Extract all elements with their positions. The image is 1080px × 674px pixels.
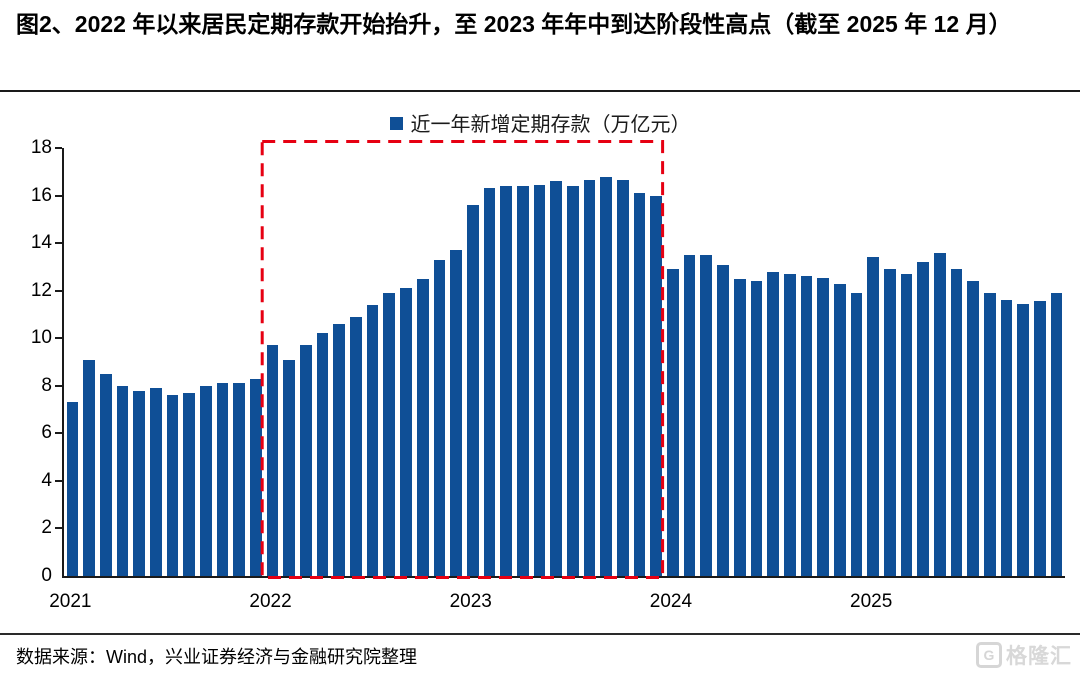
x-label-2024: 2024 bbox=[649, 591, 693, 612]
y-label-2: 2 bbox=[41, 517, 52, 539]
y-label-0: 0 bbox=[41, 565, 52, 586]
y-tick-18 bbox=[55, 147, 62, 149]
y-label-16: 16 bbox=[30, 184, 52, 206]
bar-2024-03 bbox=[700, 255, 713, 576]
bar-2022-06 bbox=[350, 316, 362, 576]
y-tick-14 bbox=[55, 242, 62, 245]
bar-2025-12 bbox=[1050, 293, 1063, 576]
bar-2022-12 bbox=[450, 250, 462, 576]
bar-2023-02 bbox=[483, 188, 496, 576]
bar-2024-12 bbox=[850, 293, 863, 576]
y-tick-10 bbox=[55, 337, 62, 340]
bar-2025-10 bbox=[1017, 303, 1030, 576]
bar-2025-07 bbox=[967, 281, 980, 576]
x-label-2021: 2021 bbox=[49, 591, 92, 612]
bar-2023-07 bbox=[567, 186, 579, 576]
y-label-8: 8 bbox=[41, 374, 52, 396]
bar-2021-02 bbox=[83, 359, 95, 576]
bar-2023-05 bbox=[533, 184, 546, 576]
y-tick-16 bbox=[55, 194, 62, 197]
bar-2022-07 bbox=[366, 304, 379, 576]
bar-2021-06 bbox=[149, 388, 162, 576]
y-tick-4 bbox=[55, 479, 62, 482]
bar-2021-10 bbox=[216, 383, 229, 576]
y-tick-12 bbox=[55, 289, 62, 292]
bar-2025-03 bbox=[900, 274, 913, 576]
bar-2023-01 bbox=[466, 205, 479, 576]
source-text: 数据来源：Wind，兴业证券经济与金融研究院整理 bbox=[16, 647, 418, 667]
bar-2023-12 bbox=[650, 195, 663, 576]
bar-2022-04 bbox=[316, 333, 329, 576]
bar-2023-04 bbox=[516, 186, 529, 576]
bar-2021-05 bbox=[133, 390, 145, 576]
x-label-2025: 2025 bbox=[850, 591, 893, 612]
bar-2025-04 bbox=[917, 262, 930, 576]
bar-2025-11 bbox=[1034, 301, 1046, 576]
bar-2024-02 bbox=[683, 255, 696, 576]
bar-2021-01 bbox=[66, 402, 79, 576]
bar-2021-09 bbox=[199, 385, 212, 576]
y-tick-2 bbox=[55, 527, 62, 530]
gelonghui-g-icon: G bbox=[976, 642, 1002, 668]
y-label-12: 12 bbox=[30, 279, 52, 301]
bar-2025-06 bbox=[950, 269, 963, 576]
bar-2022-10 bbox=[416, 278, 429, 576]
bar-2024-01 bbox=[667, 269, 679, 576]
bar-2022-05 bbox=[333, 323, 346, 576]
bar-2021-03 bbox=[99, 373, 112, 576]
bar-2022-08 bbox=[383, 293, 396, 576]
bar-2024-04 bbox=[717, 264, 729, 576]
gelonghui-logo: G 格隆汇 bbox=[976, 640, 1072, 670]
y-label-6: 6 bbox=[41, 422, 52, 444]
bar-2025-09 bbox=[1000, 300, 1013, 576]
footer-divider bbox=[0, 633, 1080, 635]
legend-swatch-icon bbox=[389, 116, 403, 130]
title-divider bbox=[0, 90, 1080, 92]
bar-2022-09 bbox=[400, 288, 412, 576]
bar-2024-08 bbox=[783, 274, 796, 576]
bar-2021-11 bbox=[233, 383, 245, 576]
figure-title: 图2、2022 年以来居民定期存款开始抬升，至 2023 年年中到达阶段性高点（… bbox=[16, 11, 1012, 37]
chart-legend: 近一年新增定期存款（万亿元） bbox=[0, 109, 1080, 136]
bar-2023-10 bbox=[617, 180, 629, 576]
bar-2024-11 bbox=[833, 283, 846, 576]
bar-2025-05 bbox=[934, 252, 946, 576]
bar-2021-12 bbox=[250, 378, 262, 576]
bar-2022-03 bbox=[300, 345, 312, 576]
bar-2023-03 bbox=[500, 186, 512, 576]
bar-2022-01 bbox=[266, 345, 279, 576]
y-tick-6 bbox=[55, 432, 62, 435]
bar-2022-02 bbox=[283, 359, 296, 576]
bar-2021-08 bbox=[183, 392, 195, 576]
bar-2024-05 bbox=[733, 278, 746, 576]
bar-2025-08 bbox=[984, 293, 996, 576]
y-label-18: 18 bbox=[30, 137, 52, 158]
bar-2024-10 bbox=[817, 277, 829, 576]
legend-label: 近一年新增定期存款（万亿元） bbox=[410, 113, 691, 136]
bar-2023-09 bbox=[600, 176, 613, 576]
bar-2025-01 bbox=[867, 257, 879, 576]
bar-2022-11 bbox=[433, 259, 446, 576]
y-label-10: 10 bbox=[30, 327, 52, 349]
bar-2024-09 bbox=[800, 276, 813, 576]
plot-area bbox=[62, 148, 1065, 578]
x-label-2022: 2022 bbox=[249, 591, 292, 612]
bar-2024-07 bbox=[767, 271, 779, 576]
bar-2025-02 bbox=[883, 269, 896, 576]
bar-2023-11 bbox=[633, 193, 646, 576]
y-label-14: 14 bbox=[30, 232, 52, 254]
y-label-4: 4 bbox=[41, 469, 52, 491]
bar-2021-04 bbox=[116, 385, 129, 576]
bar-2024-06 bbox=[750, 281, 763, 576]
bar-2021-07 bbox=[166, 395, 179, 576]
x-label-2023: 2023 bbox=[449, 591, 492, 612]
gelonghui-logo-text: 格隆汇 bbox=[1006, 645, 1072, 668]
y-tick-8 bbox=[55, 384, 62, 387]
bar-2023-08 bbox=[583, 180, 596, 576]
bar-2023-06 bbox=[550, 181, 562, 576]
